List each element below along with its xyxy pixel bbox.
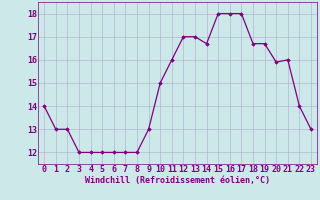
X-axis label: Windchill (Refroidissement éolien,°C): Windchill (Refroidissement éolien,°C) [85,176,270,185]
